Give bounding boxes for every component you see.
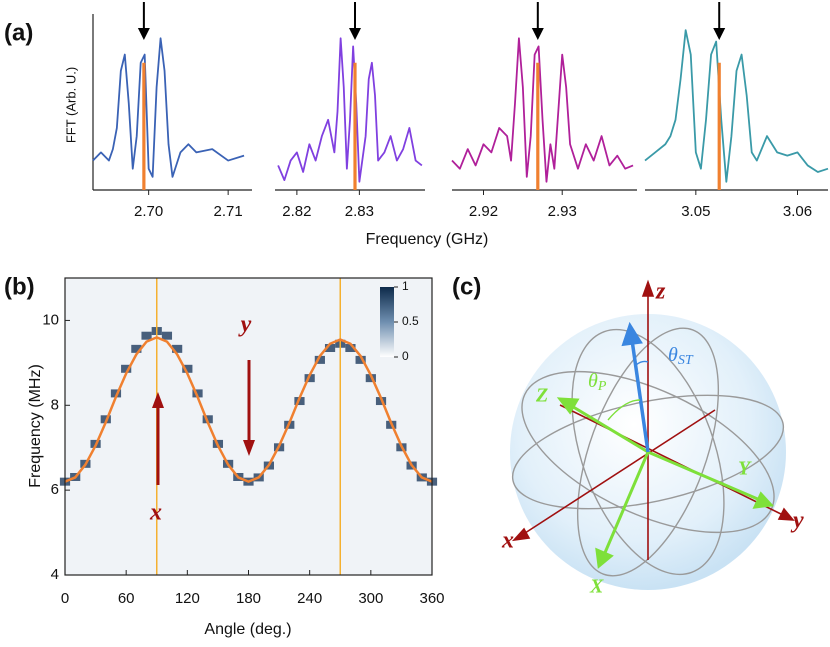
subscript: P [597, 379, 607, 394]
colorbar-label: 0 [402, 349, 409, 363]
heat-cell [355, 355, 366, 364]
axis-label: y [790, 508, 804, 534]
x-axis-label: Angle (deg.) [204, 621, 291, 638]
heat-cell [345, 344, 356, 353]
panel-label: (a) [4, 19, 33, 46]
heat-cell [121, 364, 132, 373]
x-axis-label: Frequency (GHz) [366, 231, 489, 248]
y-tick-label: 6 [51, 481, 59, 498]
axis-label: z [655, 279, 666, 305]
heat-cell [314, 355, 325, 364]
arrow-head [243, 440, 255, 456]
symbol: θ [668, 344, 678, 366]
x-tick-label: 120 [175, 590, 200, 607]
spectrum-line [644, 29, 829, 183]
spectrum-line [451, 37, 634, 183]
heat-cell [172, 344, 183, 353]
heat-cell [182, 364, 193, 373]
panel-label: (c) [452, 273, 481, 300]
rotated-axes [556, 397, 775, 569]
sphere-diagram: (c) z x y Z X Y θP θST [452, 273, 804, 597]
lab-axes [511, 279, 795, 560]
spin-vector [621, 321, 650, 453]
axis-label: X [589, 576, 604, 598]
x-tick-label: 180 [236, 590, 261, 607]
colorbar-label: 0.5 [402, 314, 419, 328]
annotation: y [238, 312, 252, 338]
panel-label: (b) [4, 273, 35, 300]
symbol: θ [588, 370, 598, 392]
colorbar [380, 287, 394, 357]
x-tick-label: 60 [118, 590, 135, 607]
arrow-head [152, 392, 164, 408]
angle-arc [635, 360, 649, 366]
x-tick-label: 2.92 [469, 203, 498, 220]
x-tick-label: 3.06 [783, 203, 812, 220]
heat-cell [324, 344, 336, 353]
arrow-head [713, 28, 726, 40]
y-tick-label: 8 [51, 396, 59, 413]
arrow-head [137, 28, 150, 40]
heat-cell [141, 331, 152, 340]
marker-line [142, 62, 146, 190]
heat-cell [110, 389, 122, 398]
subscript: ST [678, 353, 694, 368]
heat-cell [192, 389, 203, 398]
x-tick-label: 2.83 [345, 203, 374, 220]
y-axis-label: FFT (Arb. U.) [63, 67, 78, 143]
fit-line [64, 336, 433, 483]
arrow-head [349, 28, 361, 40]
x-tick-label: 3.05 [681, 203, 710, 220]
x-tick-label: 300 [358, 590, 383, 607]
y-tick-label: 10 [42, 311, 59, 328]
colorbar-label: 1 [402, 279, 409, 293]
x-tick-label: 360 [419, 590, 444, 607]
x-tick-label: 2.70 [134, 203, 163, 220]
angle-label: θST [668, 344, 694, 369]
annotation: x [149, 500, 162, 526]
angle-arc [607, 399, 641, 421]
marker-line [536, 62, 540, 190]
heat-cell [131, 344, 142, 353]
x-tick-label: 2.71 [214, 203, 243, 220]
axis-label: Z [535, 385, 548, 407]
spectrum-line [277, 37, 423, 183]
heat-cell [161, 331, 173, 340]
y-axis-label: Frequency (MHz) [27, 364, 44, 488]
x-tick-label: 0 [61, 590, 69, 607]
angle-label: θP [588, 370, 607, 395]
great-circles [511, 327, 785, 577]
axis-label: Y [738, 458, 752, 480]
axis-label: x [501, 528, 514, 554]
marker-line [717, 62, 721, 190]
y-tick-label: 4 [51, 566, 59, 583]
arrow-head [531, 28, 544, 40]
spectrum-line [92, 37, 245, 178]
marker-line [353, 62, 357, 190]
x-tick-label: 2.93 [548, 203, 577, 220]
x-tick-label: 2.82 [282, 203, 311, 220]
x-tick-label: 240 [297, 590, 322, 607]
